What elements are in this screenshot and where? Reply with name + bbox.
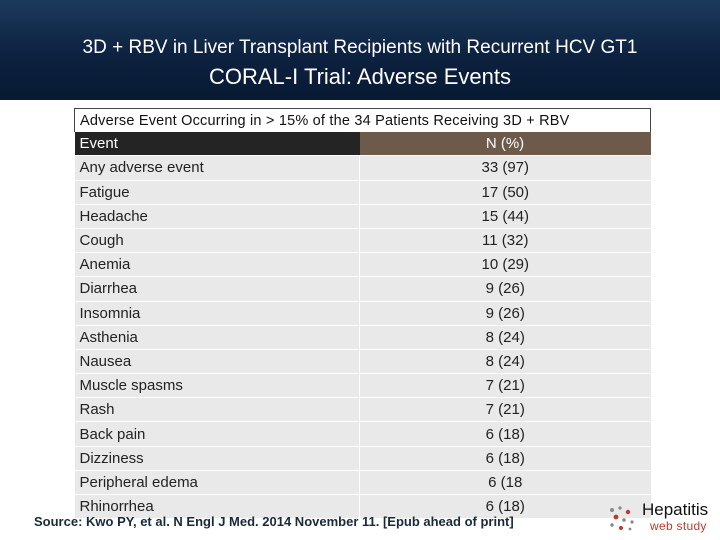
event-name-cell: Asthenia xyxy=(74,325,360,350)
table-row: Anemia 10 (29) xyxy=(74,252,651,278)
n-percent-cell: 8 (24) xyxy=(359,349,651,375)
logo-subtitle: web study xyxy=(650,519,707,533)
event-name-cell: Rhinorrhea xyxy=(74,494,360,520)
n-percent-cell: 6 (18) xyxy=(359,421,651,447)
n-percent-cell: 33 (97) xyxy=(359,155,651,181)
n-percent-cell: 7 (21) xyxy=(359,397,651,423)
table-row: Rhinorrhea 6 (18) xyxy=(74,494,651,520)
table-row: Any adverse event 33 (97) xyxy=(74,155,651,181)
event-name-cell: Any adverse event xyxy=(74,155,360,181)
n-percent-cell: 9 (26) xyxy=(359,276,651,302)
table-row: Diarrhea 9 (26) xyxy=(74,276,651,302)
table-header-row: Event N (%) xyxy=(74,132,651,157)
table-row: Fatigue 17 (50) xyxy=(74,180,651,205)
n-percent-cell: 15 (44) xyxy=(359,204,651,229)
n-percent-cell: 8 (24) xyxy=(359,325,651,350)
event-name-cell: Back pain xyxy=(74,421,360,447)
slide-title: 3D + RBV in Liver Transplant Recipients … xyxy=(82,37,638,58)
n-percent-cell: 6 (18 xyxy=(359,470,651,496)
adverse-events-table-container: Adverse Event Occurring in > 15% of the … xyxy=(74,108,651,520)
event-name-cell: Peripheral edema xyxy=(74,470,360,496)
table-row: Nausea 8 (24) xyxy=(74,349,651,375)
column-header-event: Event xyxy=(74,132,360,157)
n-percent-cell: 17 (50) xyxy=(359,180,651,205)
event-name-cell: Anemia xyxy=(74,252,360,278)
event-name-cell: Diarrhea xyxy=(74,276,360,302)
source-citation: Source: Kwo PY, et al. N Engl J Med. 201… xyxy=(34,514,514,529)
event-name-cell: Cough xyxy=(74,228,360,254)
adverse-events-table: Adverse Event Occurring in > 15% of the … xyxy=(74,108,651,520)
event-name-cell: Rash xyxy=(74,397,360,423)
table-row: Asthenia 8 (24) xyxy=(74,325,651,350)
table-row: Insomnia 9 (26) xyxy=(74,301,651,326)
table-row: Peripheral edema 6 (18 xyxy=(74,470,651,496)
event-name-cell: Nausea xyxy=(74,349,360,375)
n-percent-cell: 10 (29) xyxy=(359,252,651,278)
n-percent-cell: 11 (32) xyxy=(359,228,651,254)
event-name-cell: Headache xyxy=(74,204,360,229)
n-percent-cell: 6 (18) xyxy=(359,446,651,471)
hepatitis-logo-icon xyxy=(610,506,634,531)
event-name-cell: Insomnia xyxy=(74,301,360,326)
table-row: Dizziness 6 (18) xyxy=(74,446,651,471)
slide-header: 3D + RBV in Liver Transplant Recipients … xyxy=(0,0,720,100)
event-name-cell: Fatigue xyxy=(74,180,360,205)
logo-title: Hepatitis xyxy=(642,500,709,519)
column-header-n-percent: N (%) xyxy=(359,132,651,157)
table-row: Muscle spasms 7 (21) xyxy=(74,373,651,399)
hepatitis-web-study-logo: Hepatitis web study xyxy=(606,500,718,536)
n-percent-cell: 7 (21) xyxy=(359,373,651,399)
event-name-cell: Dizziness xyxy=(74,446,360,471)
event-name-cell: Muscle spasms xyxy=(74,373,360,399)
table-row: Headache 15 (44) xyxy=(74,204,651,229)
table-row: Cough 11 (32) xyxy=(74,228,651,254)
n-percent-cell: 9 (26) xyxy=(359,301,651,326)
slide-subtitle: CORAL-I Trial: Adverse Events xyxy=(209,64,511,89)
table-caption: Adverse Event Occurring in > 15% of the … xyxy=(74,108,651,133)
n-percent-cell: 6 (18) xyxy=(359,494,651,520)
table-row: Back pain 6 (18) xyxy=(74,421,651,447)
table-caption-row: Adverse Event Occurring in > 15% of the … xyxy=(74,108,651,133)
table-row: Rash 7 (21) xyxy=(74,397,651,423)
